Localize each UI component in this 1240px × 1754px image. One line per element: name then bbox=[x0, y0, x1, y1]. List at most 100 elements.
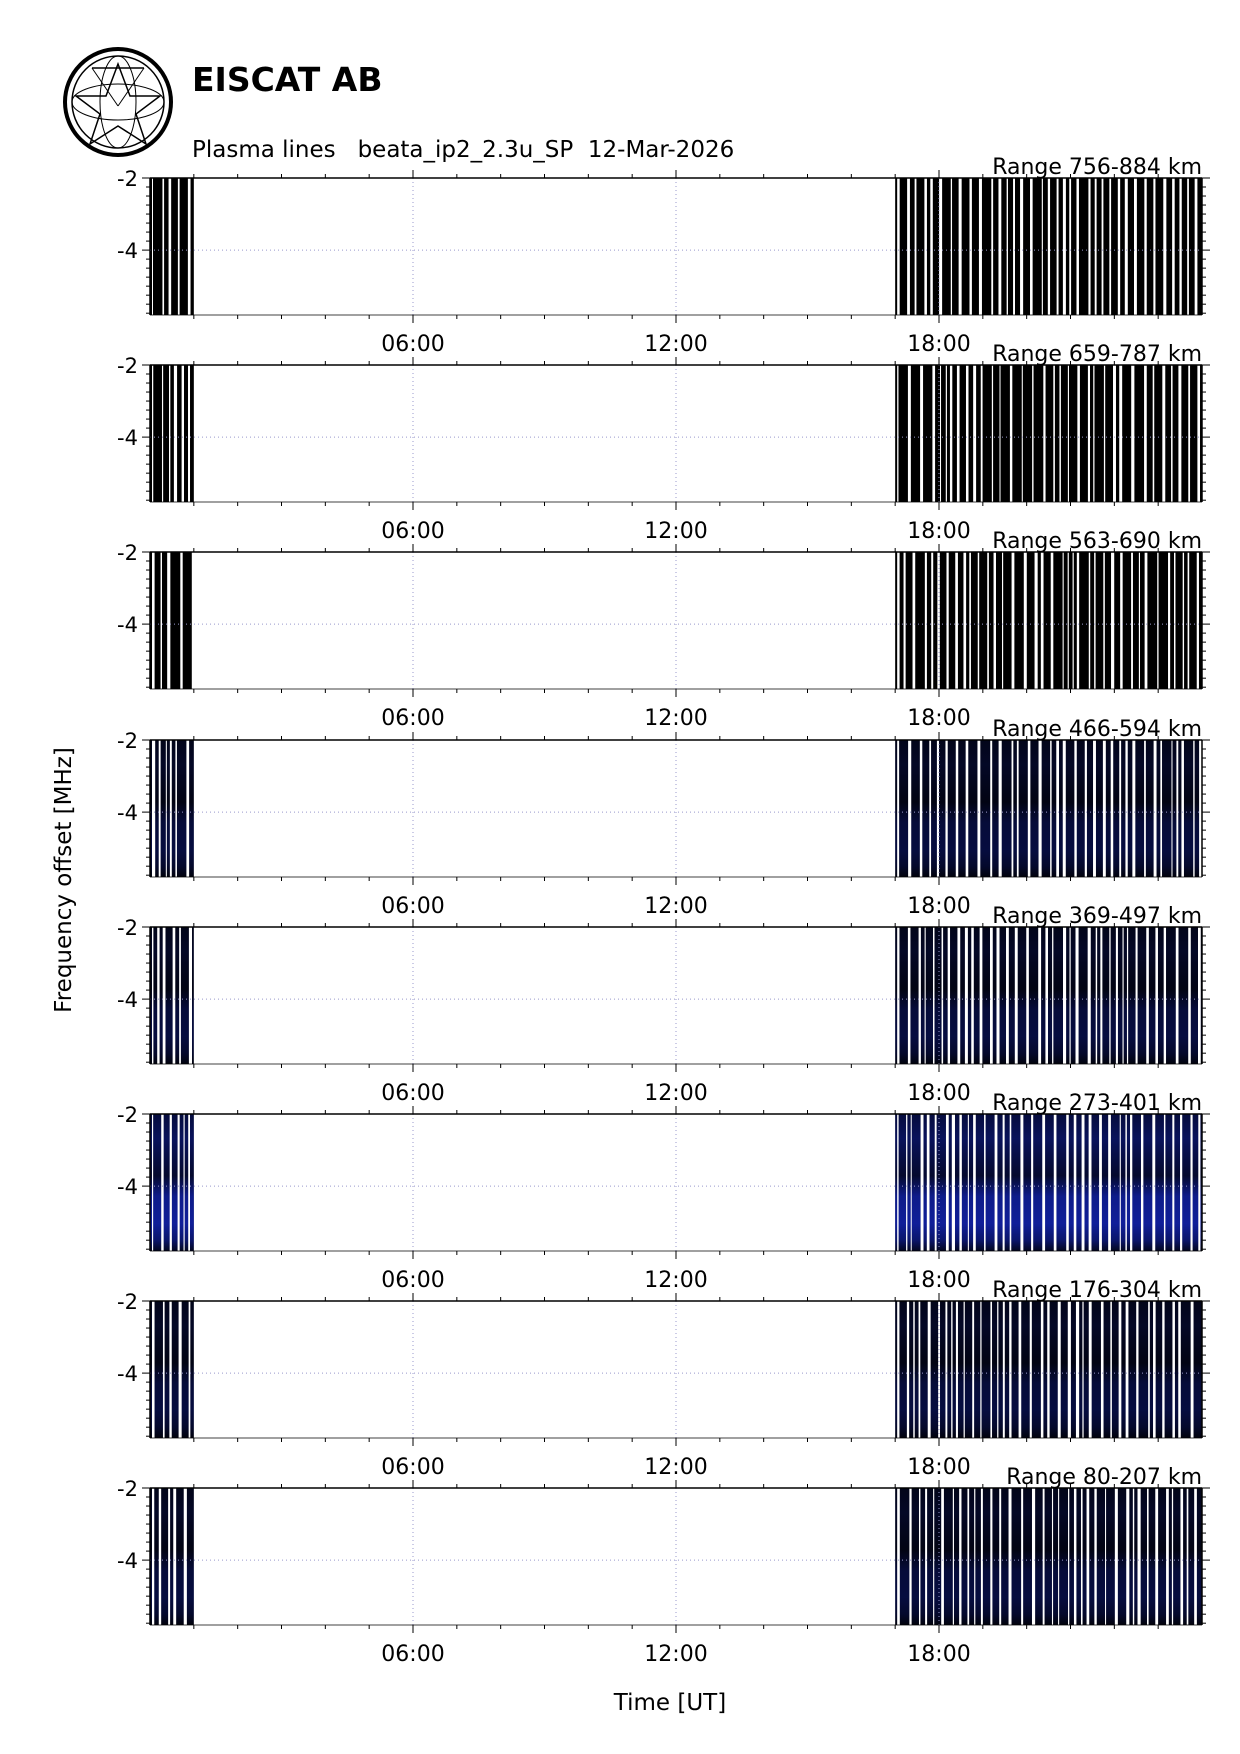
data-gap bbox=[998, 178, 1002, 315]
data-gap bbox=[1081, 1114, 1085, 1251]
data-gap bbox=[932, 365, 936, 502]
data-gap bbox=[967, 1114, 969, 1251]
data-gap bbox=[1130, 1114, 1133, 1251]
data-gap bbox=[1047, 1301, 1050, 1438]
data-gap bbox=[936, 740, 940, 877]
data-gap bbox=[932, 927, 935, 1064]
data-gap bbox=[1179, 178, 1182, 315]
data-gap bbox=[897, 365, 899, 502]
data-gap bbox=[1088, 1114, 1092, 1251]
range-label: Range 756-884 km bbox=[992, 155, 1202, 180]
panel-6: -2 -4 06:00 12:00 18:00 Range 176-304 km bbox=[117, 1278, 1210, 1480]
data-gap bbox=[897, 1114, 899, 1251]
y-tick-label: -2 bbox=[117, 167, 138, 191]
data-gap bbox=[1187, 552, 1190, 689]
data-gap bbox=[973, 1114, 976, 1251]
data-gap bbox=[1190, 1114, 1193, 1251]
data-gap bbox=[1194, 1488, 1197, 1625]
data-gap bbox=[897, 1488, 900, 1625]
data-gap bbox=[1110, 740, 1114, 877]
y-tick-label: -2 bbox=[117, 1290, 138, 1314]
data-gap bbox=[1147, 1488, 1149, 1625]
data-gap bbox=[1056, 178, 1059, 315]
data-gap bbox=[1144, 365, 1147, 502]
y-tick-label: -2 bbox=[117, 729, 138, 753]
data-gap bbox=[167, 552, 171, 689]
data-gap bbox=[1073, 1114, 1077, 1251]
data-gap bbox=[991, 365, 994, 502]
x-tick-label: 06:00 bbox=[381, 1081, 444, 1106]
data-gap bbox=[997, 1301, 999, 1438]
data-gap bbox=[980, 1488, 983, 1625]
data-gap bbox=[1086, 1488, 1090, 1625]
data-gap bbox=[1073, 1488, 1077, 1625]
data-gap bbox=[987, 552, 989, 689]
x-tick-label: 06:00 bbox=[381, 894, 444, 919]
data-gap bbox=[973, 365, 977, 502]
data-gap bbox=[1031, 1114, 1034, 1251]
data-gap bbox=[912, 552, 916, 689]
x-tick-label: 12:00 bbox=[644, 1455, 707, 1480]
x-tick-label: 18:00 bbox=[907, 1268, 970, 1293]
data-gap bbox=[1067, 365, 1069, 502]
data-gap bbox=[187, 178, 191, 315]
data-gap bbox=[1168, 552, 1171, 689]
data-gap bbox=[1100, 1301, 1104, 1438]
data-gap bbox=[972, 1301, 975, 1438]
data-gap bbox=[1186, 1488, 1189, 1625]
data-gap bbox=[1188, 927, 1191, 1064]
data-gap bbox=[168, 365, 171, 502]
data-gap bbox=[989, 927, 993, 1064]
data-gap bbox=[1077, 365, 1080, 502]
data-gap bbox=[188, 365, 191, 502]
data-gap bbox=[1125, 1301, 1129, 1438]
data-gap bbox=[959, 1488, 962, 1625]
data-gap bbox=[958, 178, 962, 315]
data-gap bbox=[929, 740, 932, 877]
range-label: Range 659-787 km bbox=[992, 342, 1202, 367]
data-gap bbox=[1021, 365, 1023, 502]
data-gap bbox=[1056, 740, 1060, 877]
data-gap bbox=[1171, 740, 1173, 877]
data-gap bbox=[1053, 1114, 1057, 1251]
data-gap bbox=[1119, 740, 1122, 877]
data-gap bbox=[907, 927, 911, 1064]
data-gap bbox=[1100, 927, 1103, 1064]
data-gap bbox=[1105, 1488, 1107, 1625]
data-gap bbox=[1011, 740, 1014, 877]
data-gap bbox=[1133, 178, 1137, 315]
data-gap bbox=[1006, 178, 1008, 315]
data-gap bbox=[1093, 365, 1095, 502]
data-gap bbox=[1066, 1114, 1069, 1251]
organization-title: EISCAT AB bbox=[192, 60, 383, 99]
x-tick-label: 18:00 bbox=[907, 332, 970, 357]
data-gap bbox=[1144, 178, 1147, 315]
x-tick-label: 06:00 bbox=[381, 706, 444, 731]
data-gap bbox=[1122, 927, 1124, 1064]
data-gap bbox=[1058, 1488, 1060, 1625]
data-gap bbox=[1144, 552, 1148, 689]
data-gap bbox=[990, 1301, 993, 1438]
y-tick-label: -2 bbox=[117, 916, 138, 940]
data-gap bbox=[1181, 740, 1184, 877]
x-tick-label: 12:00 bbox=[644, 1081, 707, 1106]
data-gap bbox=[1188, 365, 1191, 502]
y-tick-label: -4 bbox=[117, 1175, 138, 1199]
data-gap bbox=[950, 178, 953, 315]
data-gap bbox=[1050, 552, 1054, 689]
data-gap bbox=[908, 740, 912, 877]
data-gap bbox=[157, 927, 160, 1064]
data-gap bbox=[1190, 1301, 1194, 1438]
data-gap bbox=[897, 552, 900, 689]
panel-3: -2 -4 06:00 12:00 18:00 Range 466-594 km bbox=[117, 717, 1210, 919]
data-gap bbox=[173, 365, 178, 502]
data-gap bbox=[909, 1488, 912, 1625]
data-gap bbox=[186, 740, 190, 877]
data-gap bbox=[191, 552, 195, 689]
data-gap bbox=[918, 1301, 921, 1438]
data-gap bbox=[188, 1114, 190, 1251]
data-gap bbox=[957, 927, 961, 1064]
data-block bbox=[895, 365, 1202, 502]
data-gap bbox=[158, 1488, 162, 1625]
